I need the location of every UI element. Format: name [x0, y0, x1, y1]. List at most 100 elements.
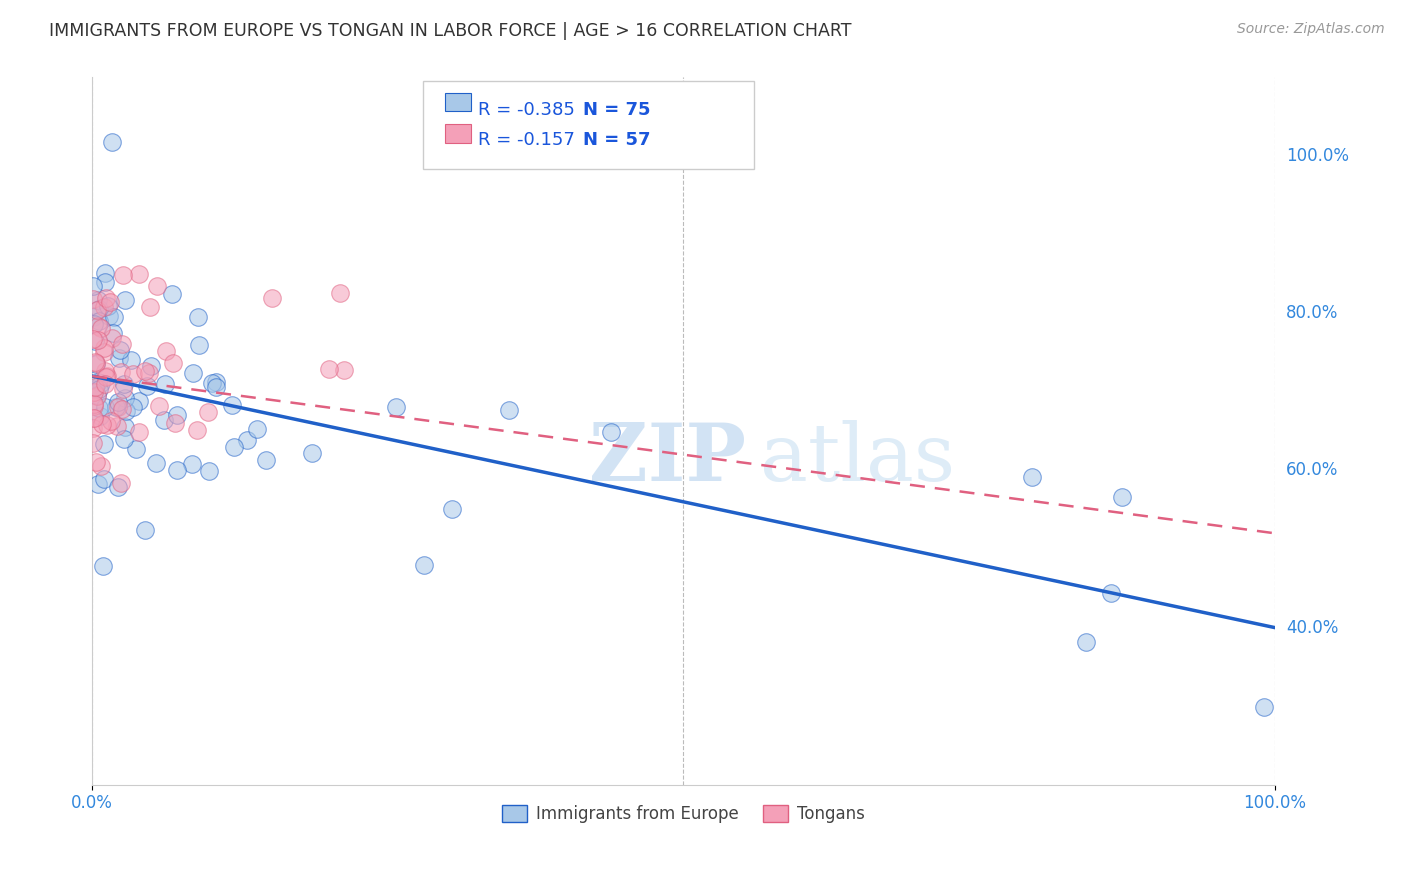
Legend: Immigrants from Europe, Tongans: Immigrants from Europe, Tongans [496, 798, 872, 830]
Point [83, 317, 105, 331]
Point [96, 368, 118, 383]
Point [107, 480, 129, 494]
Point [83, 397, 105, 411]
Point [94, 369, 117, 384]
Text: 80.0%: 80.0% [1286, 304, 1339, 322]
Point [188, 338, 211, 352]
FancyBboxPatch shape [444, 124, 471, 143]
Point [83, 334, 105, 348]
Point [1076, 635, 1098, 649]
Point [1253, 699, 1275, 714]
Point [181, 367, 204, 381]
Point [82, 410, 104, 425]
Point [87, 401, 110, 415]
Point [93, 437, 115, 451]
Point [87, 293, 110, 307]
Point [134, 524, 156, 538]
Point [82, 421, 104, 435]
Point [105, 401, 128, 415]
Point [93, 300, 115, 314]
Point [89, 383, 111, 397]
Point [110, 365, 132, 379]
Point [205, 380, 228, 394]
FancyBboxPatch shape [423, 81, 755, 169]
Point [1111, 490, 1133, 504]
Point [86, 389, 108, 403]
Text: N = 57: N = 57 [583, 131, 651, 149]
Point [440, 502, 463, 516]
Point [260, 291, 283, 305]
Point [114, 391, 136, 405]
Point [107, 400, 129, 414]
Point [86, 455, 108, 469]
Point [329, 285, 352, 300]
Point [385, 400, 408, 414]
Text: atlas: atlas [761, 420, 956, 499]
Point [236, 433, 259, 447]
Text: Source: ZipAtlas.com: Source: ZipAtlas.com [1237, 22, 1385, 37]
Point [114, 377, 136, 392]
Point [125, 442, 148, 456]
Text: 100.0%: 100.0% [1286, 147, 1348, 165]
Point [145, 456, 167, 470]
Point [94, 377, 117, 392]
Point [86, 375, 108, 389]
Point [186, 424, 208, 438]
Point [83, 411, 105, 425]
Point [135, 379, 157, 393]
Point [90, 320, 112, 334]
Text: 60.0%: 60.0% [1286, 461, 1339, 479]
Text: IMMIGRANTS FROM EUROPE VS TONGAN IN LABOR FORCE | AGE > 16 CORRELATION CHART: IMMIGRANTS FROM EUROPE VS TONGAN IN LABO… [49, 22, 852, 40]
Point [91, 559, 114, 574]
Point [318, 361, 340, 376]
Point [86, 388, 108, 402]
Point [101, 330, 124, 344]
Point [94, 266, 117, 280]
Point [110, 476, 132, 491]
Point [84, 380, 107, 394]
Point [121, 367, 143, 381]
Point [254, 452, 277, 467]
Point [89, 314, 111, 328]
Text: N = 75: N = 75 [583, 101, 651, 119]
Point [87, 333, 110, 347]
Point [1021, 469, 1043, 483]
Point [1099, 586, 1122, 600]
Point [101, 326, 124, 340]
Point [187, 310, 209, 324]
Point [180, 457, 202, 471]
Point [94, 400, 117, 414]
Point [98, 295, 121, 310]
Point [84, 358, 107, 372]
FancyBboxPatch shape [444, 93, 471, 112]
Point [166, 463, 188, 477]
Point [128, 393, 150, 408]
Point [111, 402, 134, 417]
Point [198, 464, 221, 478]
Point [86, 356, 108, 370]
Point [122, 400, 145, 414]
Point [107, 351, 129, 365]
Point [139, 359, 162, 374]
Point [498, 403, 520, 417]
Point [160, 286, 183, 301]
Point [153, 377, 176, 392]
Point [93, 345, 115, 359]
Point [101, 135, 124, 149]
Point [155, 343, 177, 358]
Point [138, 366, 160, 380]
Point [83, 382, 105, 396]
Point [86, 302, 108, 317]
Point [412, 558, 434, 572]
Point [301, 445, 323, 459]
Point [112, 268, 135, 282]
Point [120, 352, 142, 367]
Point [112, 382, 135, 396]
Point [146, 278, 169, 293]
Point [96, 417, 118, 432]
Point [152, 413, 174, 427]
Point [89, 409, 111, 423]
Point [112, 432, 135, 446]
Point [94, 275, 117, 289]
Point [96, 291, 118, 305]
